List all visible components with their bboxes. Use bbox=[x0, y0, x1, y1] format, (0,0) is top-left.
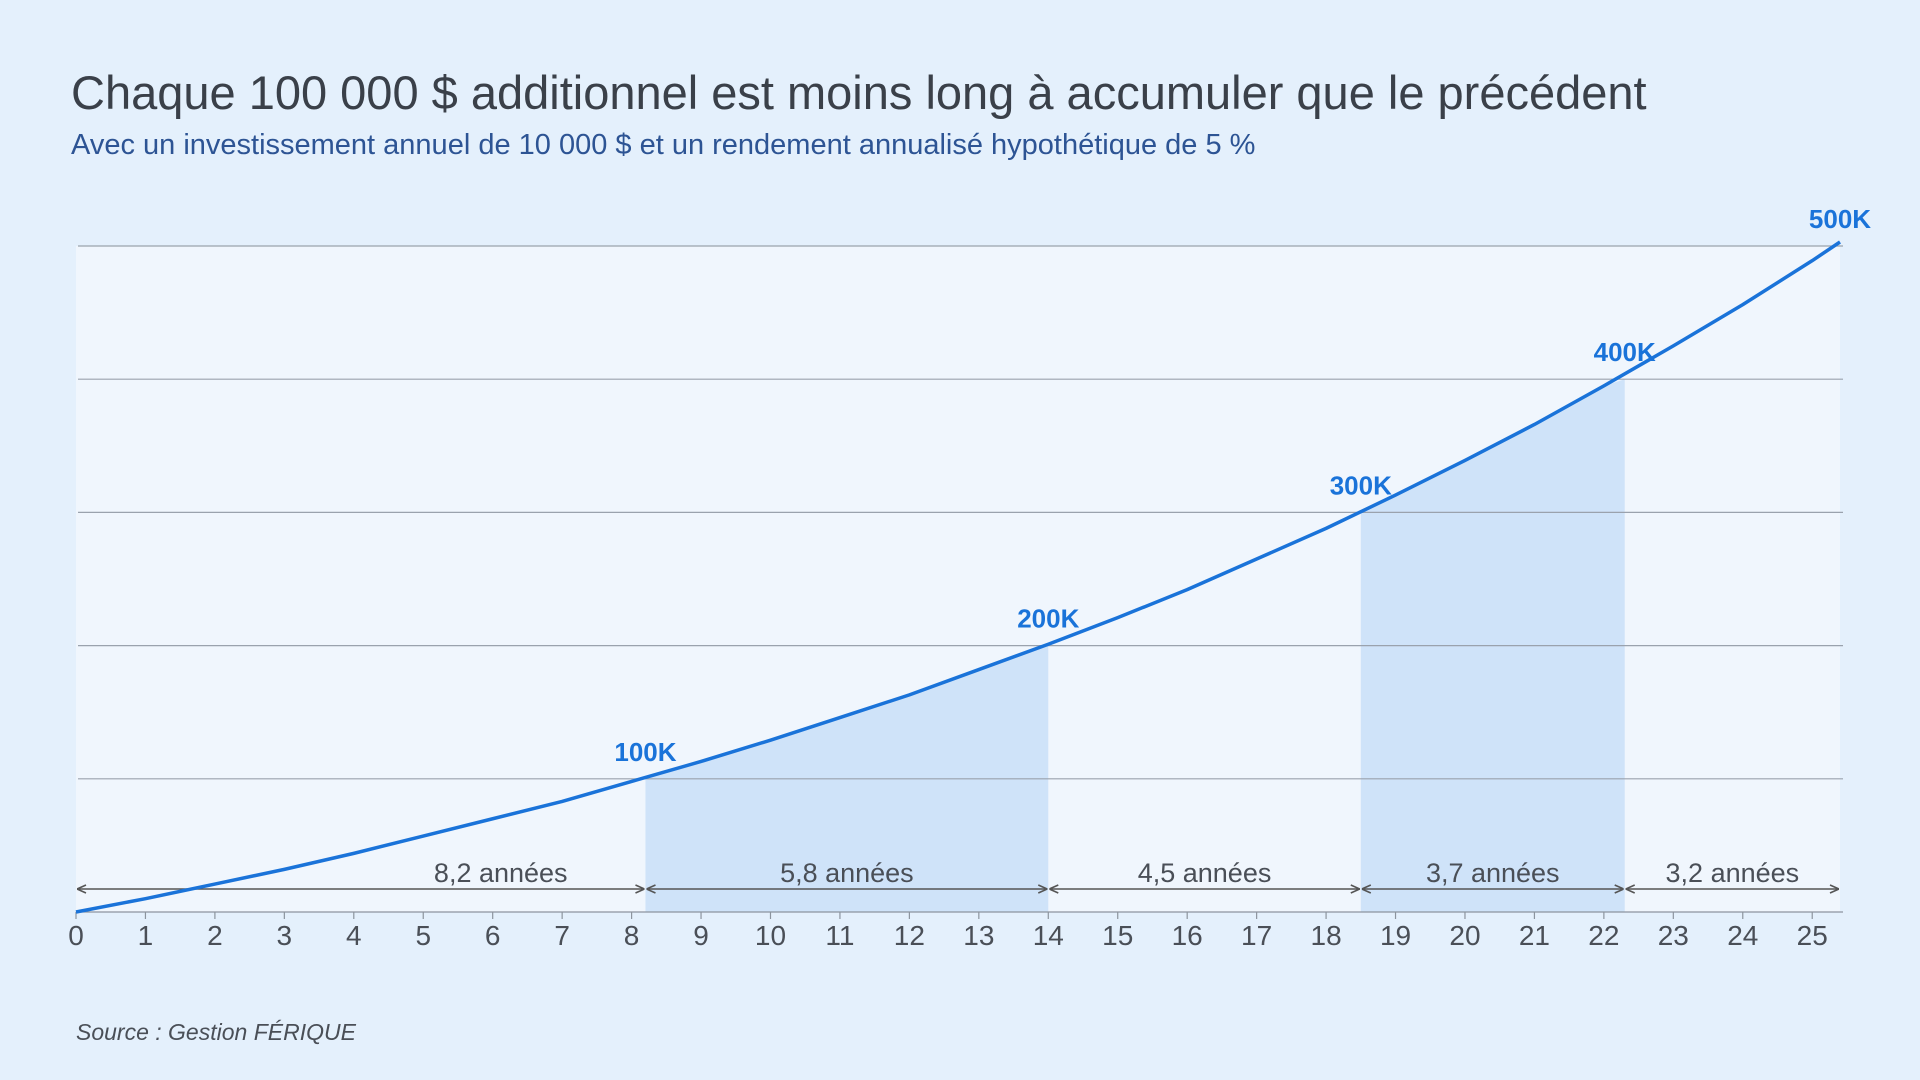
interval-label: 8,2 années bbox=[434, 858, 568, 888]
x-tick-label: 20 bbox=[1449, 920, 1480, 951]
x-tick-label: 14 bbox=[1033, 920, 1064, 951]
x-tick-label: 15 bbox=[1102, 920, 1133, 951]
x-tick-label: 24 bbox=[1727, 920, 1758, 951]
chart-subtitle: Avec un investissement annuel de 10 000 … bbox=[71, 129, 1255, 161]
x-tick-label: 5 bbox=[415, 920, 431, 951]
milestone-label: 200K bbox=[1017, 604, 1079, 634]
x-tick-label: 0 bbox=[68, 920, 84, 951]
plot-area: 0 1 2 3 4 5 6 7 8 9 10 11 12 13 14 15 16 17 18 19 20 21 22 23 24… bbox=[68, 204, 1871, 951]
source-note: Source : Gestion FÉRIQUE bbox=[76, 1019, 357, 1045]
milestone-label: 100K bbox=[614, 737, 676, 767]
x-tick-label: 2 bbox=[207, 920, 223, 951]
interval-label: 4,5 années bbox=[1138, 858, 1272, 888]
x-tick-label: 3 bbox=[277, 920, 293, 951]
x-tick-label: 13 bbox=[963, 920, 994, 951]
x-tick-label: 6 bbox=[485, 920, 501, 951]
data-line bbox=[75, 240, 1841, 914]
interval-label: 3,2 années bbox=[1666, 858, 1800, 888]
x-tick-label: 19 bbox=[1380, 920, 1411, 951]
x-tick-label: 21 bbox=[1519, 920, 1550, 951]
x-tick-label: 8 bbox=[624, 920, 640, 951]
x-tick-label: 22 bbox=[1588, 920, 1619, 951]
milestone-label: 500K bbox=[1809, 204, 1871, 234]
milestone-label: 400K bbox=[1594, 337, 1656, 367]
milestone-label: 300K bbox=[1330, 470, 1392, 500]
x-tick-label: 25 bbox=[1797, 920, 1828, 951]
x-tick-label: 11 bbox=[825, 920, 854, 951]
interval-label: 3,7 années bbox=[1426, 858, 1560, 888]
x-tick-label: 23 bbox=[1658, 920, 1689, 951]
x-tick-label: 4 bbox=[346, 920, 362, 951]
interval-label: 5,8 années bbox=[780, 858, 914, 888]
x-tick-label: 17 bbox=[1241, 920, 1272, 951]
x-tick-label: 18 bbox=[1311, 920, 1342, 951]
x-tick-label: 9 bbox=[693, 920, 709, 951]
x-tick-label: 12 bbox=[894, 920, 925, 951]
x-tick-label: 10 bbox=[755, 920, 786, 951]
shaded-band bbox=[645, 644, 1049, 912]
x-tick-label: 16 bbox=[1172, 920, 1203, 951]
chart-title: Chaque 100 000 $ additionnel est moins l… bbox=[71, 66, 1647, 119]
x-tick-label: 7 bbox=[554, 920, 570, 951]
x-tick-label: 1 bbox=[138, 920, 154, 951]
